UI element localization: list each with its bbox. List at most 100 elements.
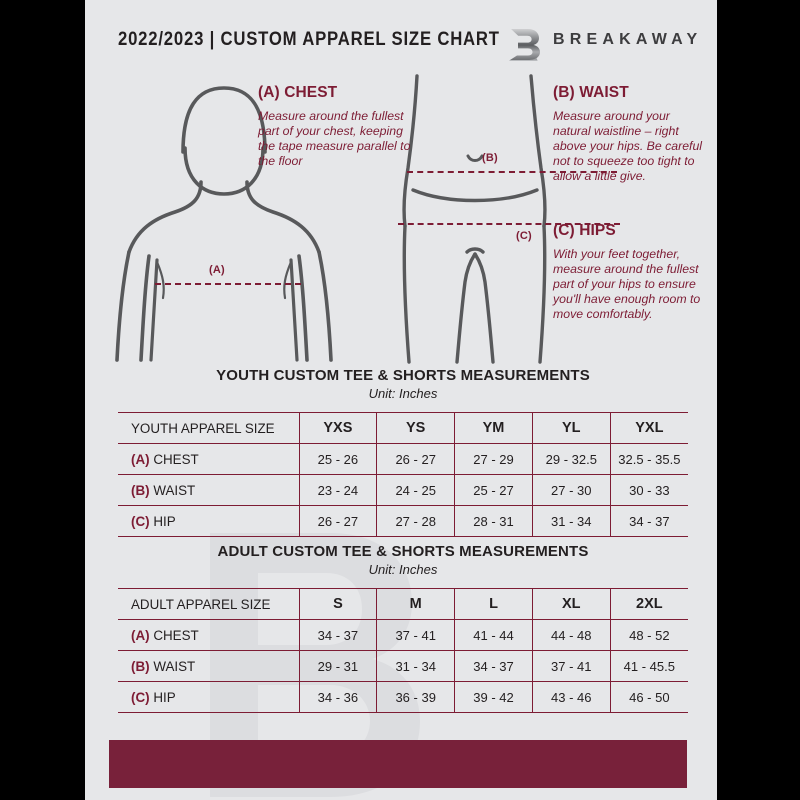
hip-measure-dashed-line — [398, 223, 620, 225]
cell: 41 - 44 — [454, 619, 533, 651]
table-row: (B) WAIST 29 - 31 31 - 34 34 - 37 37 - 4… — [118, 650, 688, 682]
cell: 27 - 28 — [376, 505, 456, 537]
cell: 23 - 24 — [299, 474, 378, 506]
row-name: WAIST — [153, 658, 196, 674]
adult-col-2: M — [376, 588, 456, 620]
cell: 41 - 45.5 — [610, 650, 688, 682]
youth-table-title: YOUTH CUSTOM TEE & SHORTS MEASUREMENTS — [216, 367, 590, 384]
cell: 44 - 48 — [532, 619, 611, 651]
adult-header-label: ADULT APPAREL SIZE — [118, 588, 300, 620]
cell: 30 - 33 — [610, 474, 688, 506]
row-tag: (A) — [131, 451, 150, 467]
size-chart-page: 2022/2023 | CUSTOM APPAREL SIZE CHART BR… — [85, 0, 717, 800]
cell: 37 - 41 — [532, 650, 611, 682]
adult-col-1: S — [299, 588, 378, 620]
page-header: 2022/2023 | CUSTOM APPAREL SIZE CHART BR… — [85, 26, 717, 61]
callout-hips: (C) HIPS With your feet together, measur… — [553, 222, 705, 322]
adult-row-label-waist: (B) WAIST — [118, 650, 300, 682]
table-row: (A) CHEST 34 - 37 37 - 41 41 - 44 44 - 4… — [118, 619, 688, 651]
adult-table-unit: Unit: Inches — [368, 562, 438, 577]
cell: 24 - 25 — [376, 474, 456, 506]
cell: 48 - 52 — [610, 619, 688, 651]
waist-measure-dashed-line — [407, 171, 617, 173]
cell: 26 - 27 — [376, 443, 456, 475]
youth-col-1: YXS — [299, 412, 378, 444]
row-tag: (C) — [131, 513, 150, 529]
adult-col-4: XL — [532, 588, 611, 620]
callout-waist: (B) WAIST Measure around your natural wa… — [553, 84, 703, 184]
cell: 32.5 - 35.5 — [610, 443, 688, 475]
table-row: (C) HIP 26 - 27 27 - 28 28 - 31 31 - 34 … — [118, 505, 688, 537]
cell: 34 - 36 — [299, 681, 378, 713]
waist-line-label: (B) — [482, 152, 498, 164]
adult-col-3: L — [454, 588, 533, 620]
table-row: (C) HIP 34 - 36 36 - 39 39 - 42 43 - 46 … — [118, 681, 688, 713]
youth-measurements-block: YOUTH CUSTOM TEE & SHORTS MEASUREMENTS U… — [118, 367, 688, 537]
cell: 29 - 32.5 — [532, 443, 611, 475]
page-title: 2022/2023 | CUSTOM APPAREL SIZE CHART — [118, 29, 500, 50]
cell: 31 - 34 — [532, 505, 611, 537]
table-row: (A) CHEST 25 - 26 26 - 27 27 - 29 29 - 3… — [118, 443, 688, 475]
row-name: HIP — [153, 689, 176, 705]
callout-waist-body: Measure around your natural waistline – … — [553, 109, 703, 184]
youth-col-5: YXL — [610, 412, 688, 444]
adult-table-header-row: ADULT APPAREL SIZE S M L XL 2XL — [118, 588, 688, 620]
cell: 27 - 29 — [454, 443, 533, 475]
cell: 37 - 41 — [376, 619, 456, 651]
youth-col-4: YL — [532, 412, 611, 444]
row-tag: (A) — [131, 627, 150, 643]
youth-row-label-hip: (C) HIP — [118, 505, 300, 537]
breakaway-b-logo-icon — [509, 29, 540, 61]
cell: 46 - 50 — [610, 681, 688, 713]
cell: 36 - 39 — [376, 681, 456, 713]
lower-body-figure-illustration — [402, 74, 547, 364]
youth-col-3: YM — [454, 412, 533, 444]
youth-col-2: YS — [376, 412, 456, 444]
youth-table-unit: Unit: Inches — [368, 386, 438, 401]
measurement-illustrations: (A) (B) (C) (A) CHEST Measure around the… — [85, 70, 717, 365]
row-tag: (B) — [131, 658, 150, 674]
row-name: WAIST — [153, 482, 196, 498]
cell: 34 - 37 — [454, 650, 533, 682]
row-name: CHEST — [153, 451, 199, 467]
cell: 27 - 30 — [532, 474, 611, 506]
cell: 34 - 37 — [610, 505, 688, 537]
callout-waist-heading: (B) WAIST — [553, 84, 629, 101]
youth-table-header-row: YOUTH APPAREL SIZE YXS YS YM YL YXL — [118, 412, 688, 444]
torso-figure-illustration — [115, 86, 333, 362]
adult-col-5: 2XL — [610, 588, 688, 620]
table-row: (B) WAIST 23 - 24 24 - 25 25 - 27 27 - 3… — [118, 474, 688, 506]
chest-line-label: (A) — [209, 264, 225, 276]
callout-chest-heading: (A) CHEST — [258, 84, 338, 101]
adult-table-title: ADULT CUSTOM TEE & SHORTS MEASUREMENTS — [217, 543, 589, 560]
youth-header-label: YOUTH APPAREL SIZE — [118, 412, 300, 444]
cell: 25 - 26 — [299, 443, 378, 475]
youth-row-label-waist: (B) WAIST — [118, 474, 300, 506]
cell: 29 - 31 — [299, 650, 378, 682]
callout-chest-body: Measure around the fullest part of your … — [258, 109, 411, 169]
row-tag: (C) — [131, 689, 150, 705]
adult-row-label-hip: (C) HIP — [118, 681, 300, 713]
adult-size-table: ADULT APPAREL SIZE S M L XL 2XL (A) CHES… — [118, 588, 688, 713]
row-name: CHEST — [153, 627, 199, 643]
cell: 34 - 37 — [299, 619, 378, 651]
cell: 31 - 34 — [376, 650, 456, 682]
footer-accent-bar — [109, 740, 687, 788]
row-name: HIP — [153, 513, 176, 529]
cell: 25 - 27 — [454, 474, 533, 506]
cell: 43 - 46 — [532, 681, 611, 713]
callout-chest: (A) CHEST Measure around the fullest par… — [258, 84, 418, 169]
youth-row-label-chest: (A) CHEST — [118, 443, 300, 475]
chest-measure-dashed-line — [155, 283, 301, 285]
callout-hips-body: With your feet together, measure around … — [553, 247, 701, 322]
cell: 39 - 42 — [454, 681, 533, 713]
adult-measurements-block: ADULT CUSTOM TEE & SHORTS MEASUREMENTS U… — [118, 543, 688, 713]
cell: 28 - 31 — [454, 505, 533, 537]
hip-line-label: (C) — [516, 230, 532, 242]
callout-hips-heading: (C) HIPS — [553, 222, 616, 239]
adult-row-label-chest: (A) CHEST — [118, 619, 300, 651]
row-tag: (B) — [131, 482, 150, 498]
cell: 26 - 27 — [299, 505, 378, 537]
youth-size-table: YOUTH APPAREL SIZE YXS YS YM YL YXL (A) … — [118, 412, 688, 537]
brand-wordmark: BREAKAWAY — [553, 31, 703, 48]
